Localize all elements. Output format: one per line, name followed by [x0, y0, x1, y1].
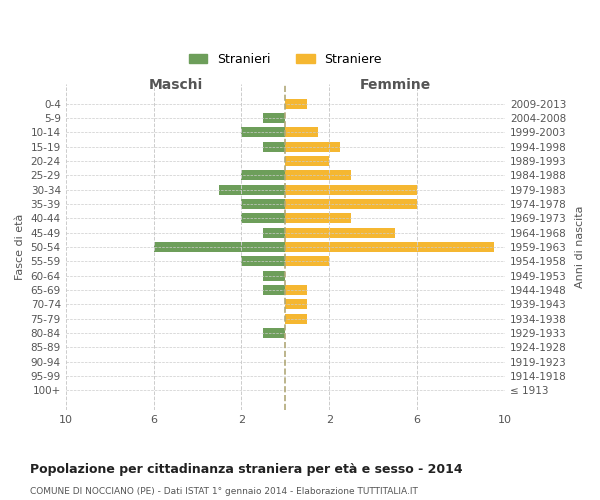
Y-axis label: Anni di nascita: Anni di nascita — [575, 206, 585, 288]
Text: COMUNE DI NOCCIANO (PE) - Dati ISTAT 1° gennaio 2014 - Elaborazione TUTTITALIA.I: COMUNE DI NOCCIANO (PE) - Dati ISTAT 1° … — [30, 488, 418, 496]
Bar — [241, 199, 286, 209]
Bar — [286, 128, 319, 138]
Text: Femmine: Femmine — [359, 78, 431, 92]
Bar — [241, 170, 286, 180]
Bar — [286, 156, 329, 166]
Bar — [241, 256, 286, 266]
Bar — [263, 142, 286, 152]
Bar — [286, 214, 351, 224]
Text: Popolazione per cittadinanza straniera per età e sesso - 2014: Popolazione per cittadinanza straniera p… — [30, 462, 463, 475]
Bar — [241, 214, 286, 224]
Bar — [263, 328, 286, 338]
Bar — [286, 98, 307, 108]
Bar — [286, 199, 417, 209]
Bar — [286, 170, 351, 180]
Bar — [286, 184, 417, 194]
Bar — [286, 300, 307, 310]
Legend: Stranieri, Straniere: Stranieri, Straniere — [184, 48, 387, 70]
Bar — [154, 242, 286, 252]
Text: Maschi: Maschi — [148, 78, 203, 92]
Bar — [286, 256, 329, 266]
Bar — [263, 228, 286, 237]
Bar — [263, 285, 286, 295]
Y-axis label: Fasce di età: Fasce di età — [15, 214, 25, 280]
Bar — [263, 270, 286, 280]
Bar — [241, 128, 286, 138]
Bar — [286, 314, 307, 324]
Bar — [263, 113, 286, 123]
Bar — [286, 285, 307, 295]
Bar — [286, 242, 494, 252]
Bar — [286, 228, 395, 237]
Bar — [286, 142, 340, 152]
Bar — [220, 184, 286, 194]
